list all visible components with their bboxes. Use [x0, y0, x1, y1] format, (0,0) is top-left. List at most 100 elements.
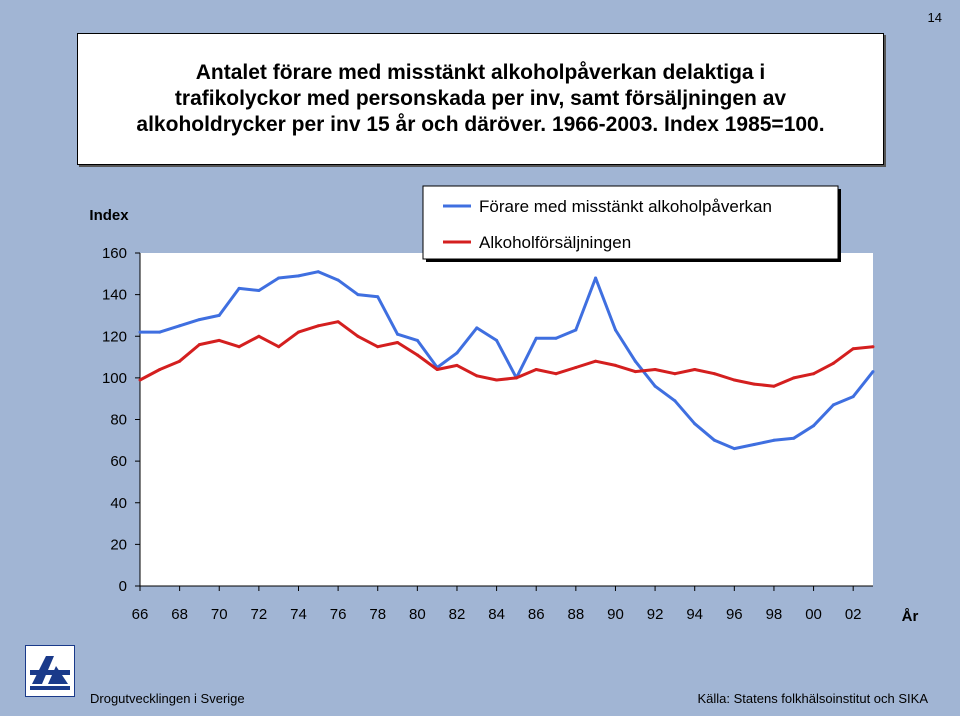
- series-2-point: [158, 368, 162, 371]
- series-2-point: [534, 368, 538, 371]
- x-tick-label: 84: [488, 606, 505, 623]
- x-tick-label: 86: [528, 606, 545, 623]
- series-1-point: [732, 447, 736, 451]
- series-1-point: [376, 295, 380, 299]
- y-tick-label: 160: [102, 245, 127, 262]
- series-2-point: [772, 384, 776, 388]
- series-1-point: [594, 276, 598, 280]
- chart-title: Antalet förare med misstänkt alkoholpåve…: [136, 61, 825, 136]
- x-tick-label: 90: [607, 606, 624, 623]
- series-layer: [138, 270, 875, 451]
- legend-label-1: Förare med misstänkt alkoholpåverkan: [479, 197, 772, 216]
- series-1-point: [752, 443, 756, 446]
- series-1-point: [277, 276, 281, 280]
- series-2-point: [297, 330, 300, 334]
- series-1-point: [871, 370, 875, 374]
- series-1-point: [356, 293, 360, 297]
- y-tick-label: 0: [119, 578, 127, 595]
- series-2-point: [475, 374, 479, 378]
- series-2-point: [574, 366, 578, 369]
- series-2-point: [138, 378, 142, 382]
- series-1-point: [653, 384, 657, 388]
- x-tick-label: 98: [766, 606, 783, 623]
- x-tick-label: 80: [409, 606, 426, 623]
- x-tick-label: 88: [567, 606, 584, 623]
- series-1-point: [614, 328, 617, 332]
- series-2-point: [514, 376, 518, 380]
- series-1-point: [217, 313, 221, 317]
- series-2-point: [336, 320, 340, 324]
- series-2-point: [237, 345, 241, 349]
- series-1-point: [693, 422, 697, 426]
- series-line-2: [139, 320, 874, 388]
- series-1-point: [197, 318, 201, 322]
- series-2-point: [217, 338, 221, 342]
- series-2-point: [752, 382, 756, 386]
- legend: Förare med misstänkt alkoholpåverkan Alko…: [422, 185, 841, 262]
- x-tick-label: 94: [686, 606, 703, 623]
- series-2-point: [554, 372, 558, 376]
- series-2-point: [396, 341, 399, 344]
- series-2-point: [673, 372, 677, 376]
- series-1-point: [257, 289, 261, 292]
- series-2-point: [713, 372, 716, 376]
- x-tick-label: 72: [251, 606, 268, 623]
- series-1-point: [316, 270, 320, 274]
- title-box: Antalet förare med misstänkt alkoholpåve…: [77, 33, 884, 165]
- x-tick-label: 76: [330, 606, 347, 623]
- x-tick-label: 02: [845, 606, 862, 623]
- y-tick-label: 60: [110, 453, 127, 470]
- x-tick-label: 82: [449, 606, 466, 623]
- series-2-point: [277, 345, 281, 349]
- legend-box: [422, 185, 839, 260]
- series-1-point: [178, 324, 182, 328]
- series-1-point: [812, 424, 816, 428]
- series-1-point: [831, 403, 835, 407]
- series-line-1: [140, 270, 875, 451]
- series-1-point: [495, 338, 499, 342]
- series-1-point: [554, 336, 558, 340]
- series-2-point: [594, 359, 598, 363]
- series-1-point: [713, 438, 716, 442]
- series-1-point: [396, 332, 399, 336]
- series-2-point: [257, 334, 261, 338]
- series-1-point: [158, 330, 162, 334]
- series-2-point: [316, 324, 320, 328]
- footer-right: Källa: Statens folkhälsoinstitut och SIK…: [697, 691, 928, 706]
- x-tick-label: 70: [211, 606, 228, 623]
- page-number: 14: [927, 10, 942, 25]
- y-tick-label: 80: [110, 412, 127, 429]
- series-1-point: [475, 326, 479, 330]
- series-2-point: [435, 368, 439, 371]
- x-tick-label: 00: [805, 606, 822, 623]
- x-tick-label: 92: [647, 606, 664, 623]
- series-2-point: [415, 353, 419, 357]
- series-1-point: [633, 359, 637, 363]
- series-2-point: [653, 368, 657, 371]
- series-1-point: [455, 351, 459, 355]
- x-tick-label: 78: [369, 606, 386, 623]
- can-logo: [25, 645, 75, 697]
- series-2-point: [197, 343, 201, 347]
- x-tick-label: 68: [171, 606, 188, 623]
- series-2-point: [732, 378, 736, 382]
- footer-left: Drogutvecklingen i Sverige: [90, 691, 245, 706]
- series-1-point: [415, 338, 419, 342]
- series-2-point: [792, 376, 796, 380]
- series-1-point: [673, 399, 677, 403]
- series-2-point: [851, 347, 855, 351]
- series-2-point: [178, 359, 182, 363]
- y-tick-label: 140: [102, 287, 127, 304]
- y-tick-label: 20: [110, 536, 127, 553]
- series-2-point: [693, 368, 697, 371]
- x-axis-label: År: [902, 608, 919, 625]
- y-tick-label: 100: [102, 370, 127, 387]
- y-tick-label: 40: [110, 495, 127, 512]
- x-tick-label: 74: [290, 606, 307, 623]
- series-2-point: [376, 345, 380, 349]
- x-tick-label: 96: [726, 606, 743, 623]
- series-1-point: [574, 328, 578, 332]
- series-2-point: [633, 370, 637, 374]
